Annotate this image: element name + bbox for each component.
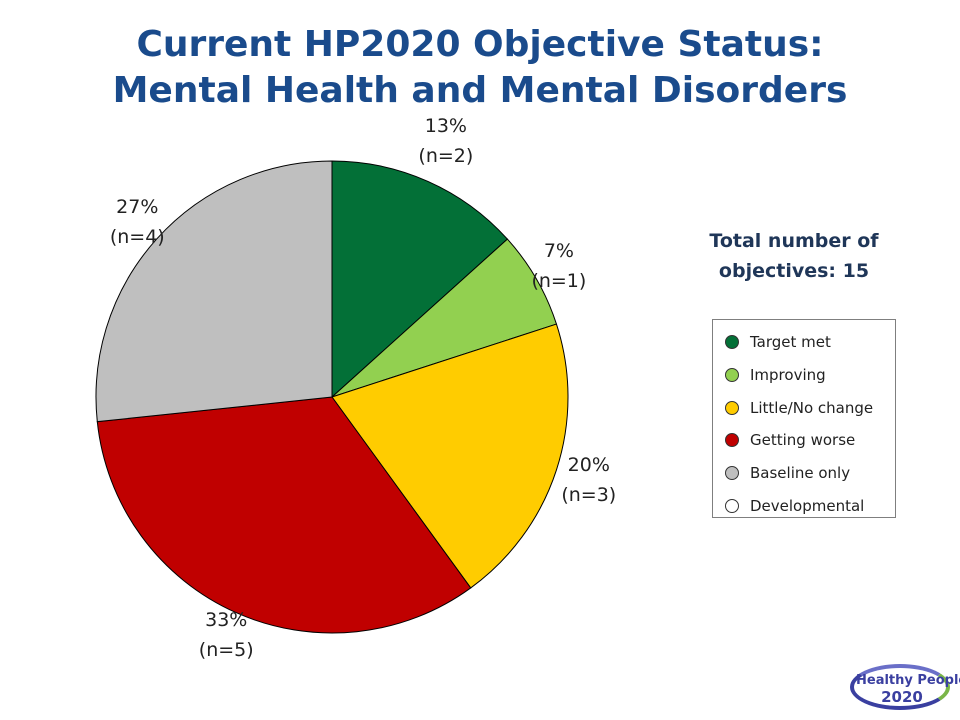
pie-slice-baseline-only: [95, 160, 333, 423]
legend-label: Developmental: [750, 497, 865, 515]
data-label-percent: 33%: [205, 608, 248, 631]
data-label-getting-worse: 33% (n=5): [181, 605, 271, 665]
total-objectives: Total number of objectives: 15: [676, 226, 912, 286]
data-label-count: (n=5): [198, 638, 254, 661]
pie-slice-little-no-change: [331, 323, 569, 589]
legend-item-little-no-change: Little/No change: [725, 397, 873, 419]
chart-title-line1: Current HP2020 Objective Status:: [136, 24, 824, 65]
legend-label: Target met: [750, 333, 831, 351]
legend-label: Baseline only: [750, 464, 851, 483]
data-label-percent: 27%: [116, 195, 159, 218]
pie-slice-getting-worse: [96, 396, 472, 634]
legend-item-improving: Improving: [725, 364, 826, 386]
data-label-count: (n=1): [531, 270, 587, 292]
legend-swatch-icon: [725, 367, 739, 382]
logo-text-line1: Healthy People: [856, 673, 960, 688]
legend-swatch-icon: [725, 400, 739, 415]
legend-item-target-met: Target met: [725, 331, 831, 353]
data-label-count: (n=4): [109, 225, 165, 248]
legend-label: Improving: [750, 365, 826, 384]
legend-item-baseline-only: Baseline only: [725, 462, 850, 484]
chart-title-line2: Mental Health and Mental Disorders: [112, 70, 848, 111]
total-line2: objectives: 15: [718, 260, 870, 282]
healthy-people-logo: Healthy People 2020: [846, 660, 960, 716]
logo-ring-icon: [850, 664, 950, 710]
data-label-percent: 7%: [543, 240, 574, 262]
pie-slice-target-met: [331, 160, 509, 399]
legend-swatch-icon: [725, 466, 739, 481]
data-label-count: (n=3): [561, 484, 617, 507]
data-label-percent: 20%: [567, 454, 610, 477]
data-label-improving: 7% (n=1): [514, 236, 604, 296]
total-line1: Total number of: [709, 230, 879, 252]
legend-label: Getting worse: [750, 431, 856, 450]
logo-text-line2: 2020: [881, 688, 923, 706]
data-label-percent: 13%: [424, 115, 467, 138]
legend-swatch-icon: [725, 499, 739, 513]
legend-label: Little/No change: [750, 398, 874, 417]
legend-item-getting-worse: Getting worse: [725, 429, 855, 451]
data-label-target-met: 13% (n=2): [401, 111, 491, 171]
legend-swatch-icon: [725, 335, 739, 349]
legend: Target met Improving Little/No change Getti…: [712, 319, 896, 518]
data-label-little-no-change: 20% (n=3): [544, 450, 634, 510]
legend-item-developmental: Developmental: [725, 495, 864, 517]
data-label-count: (n=2): [418, 145, 474, 168]
chart-title: Current HP2020 Objective Status: Mental …: [0, 22, 960, 114]
data-label-baseline-only: 27% (n=4): [92, 192, 182, 252]
legend-swatch-icon: [725, 433, 739, 448]
